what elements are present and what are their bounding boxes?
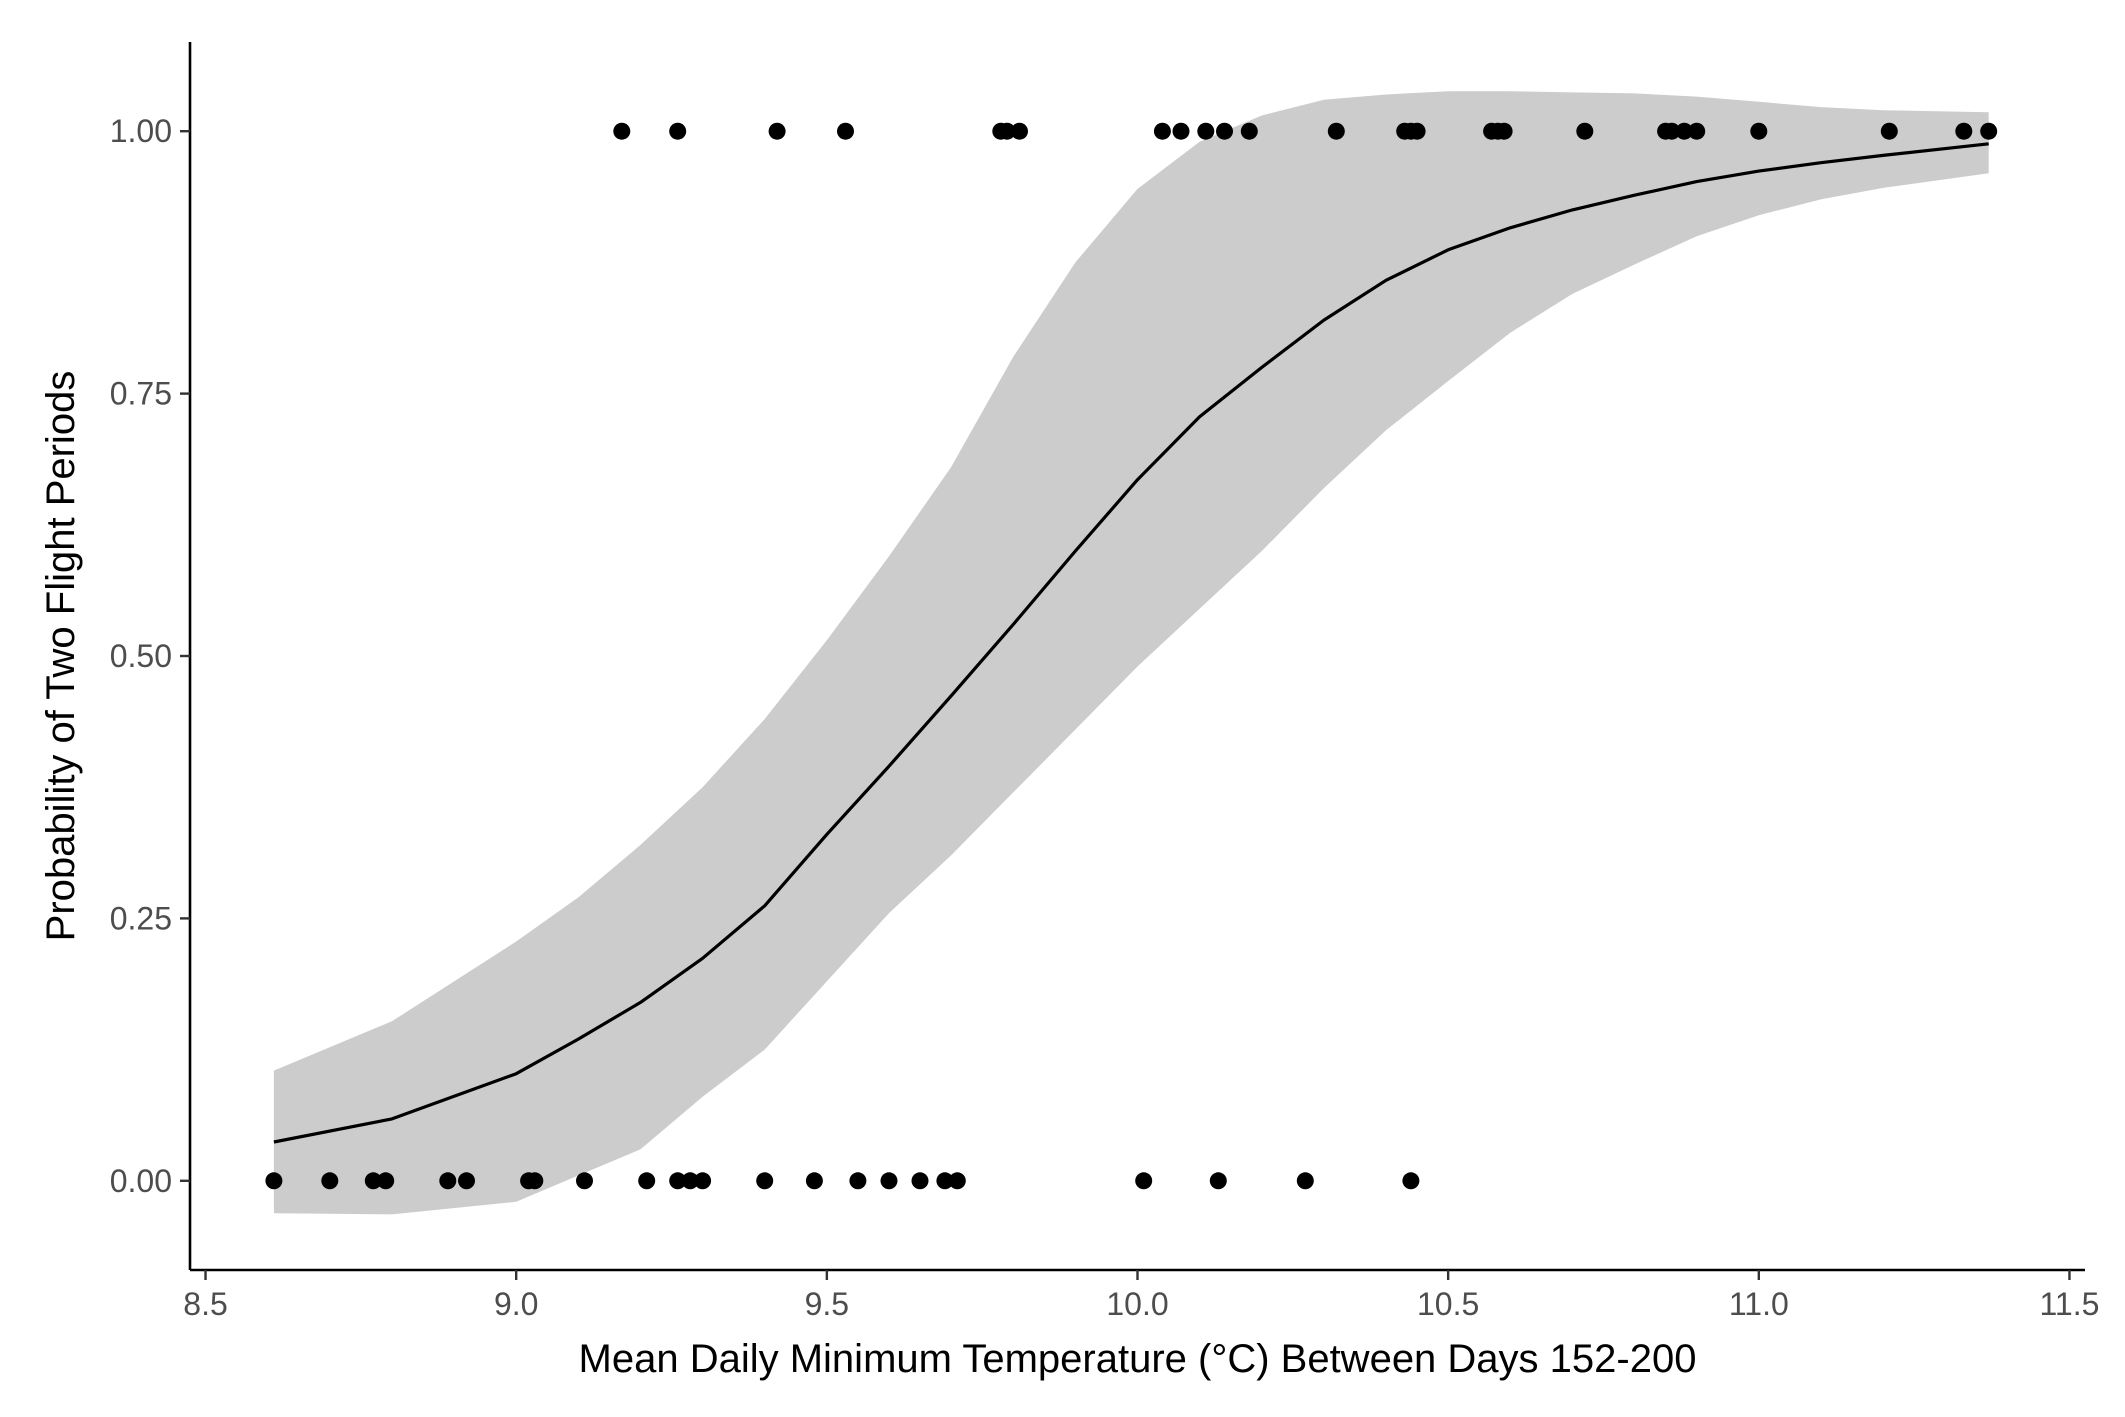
data-point [1402, 1172, 1420, 1190]
data-point [1408, 122, 1426, 140]
data-point [1495, 122, 1513, 140]
data-point [1675, 122, 1693, 140]
data-point [1576, 122, 1594, 140]
data-point [1955, 122, 1973, 140]
data-point [837, 122, 854, 140]
data-point [1197, 122, 1215, 140]
data-point [439, 1172, 457, 1190]
fitted-curve [273, 142, 1989, 1144]
data-point [948, 1172, 966, 1190]
y-tick-label: 0.00 [110, 1163, 172, 1199]
data-point [377, 1172, 395, 1190]
data-point [1209, 1172, 1227, 1190]
y-axis-title: Probability of Two Flight Periods [39, 371, 83, 942]
x-tick-label: 8.5 [183, 1286, 227, 1322]
data-point [669, 122, 687, 140]
data-point [880, 1172, 898, 1190]
fit-line-layer [273, 142, 1989, 1144]
confidence-band-layer [273, 91, 1989, 1215]
y-tick-label: 0.25 [110, 900, 172, 936]
x-tick-label: 11.0 [1729, 1286, 1789, 1322]
data-point [911, 1172, 929, 1190]
data-point [1240, 122, 1258, 140]
data-point [458, 1172, 475, 1190]
y-tick-label: 1.00 [110, 113, 172, 149]
data-point [321, 1172, 339, 1190]
data-point [1153, 122, 1171, 140]
data-point [1011, 122, 1028, 140]
data-point [265, 1172, 283, 1190]
data-point [576, 1172, 593, 1190]
data-point [1688, 122, 1706, 140]
y-tick-label: 0.75 [110, 376, 172, 412]
data-point [526, 1172, 544, 1190]
data-point [1327, 122, 1345, 140]
data-point [1172, 122, 1190, 140]
data-point [1135, 1172, 1153, 1190]
data-point [936, 1172, 954, 1190]
confidence-band [273, 91, 1989, 1215]
data-point [1750, 122, 1768, 140]
data-point [1980, 122, 1998, 140]
data-point [694, 1172, 712, 1190]
x-tick-label: 11.5 [2040, 1286, 2100, 1322]
data-point [805, 1172, 823, 1190]
data-points-layer [265, 122, 1998, 1190]
x-tick-label: 10.0 [1106, 1286, 1168, 1322]
data-point [638, 1172, 656, 1190]
x-tick-label: 9.0 [494, 1286, 538, 1322]
data-point [849, 1172, 867, 1190]
x-axis-title: Mean Daily Minimum Temperature (°C) Betw… [579, 1337, 1697, 1381]
data-point [768, 122, 786, 140]
data-point [681, 1172, 699, 1190]
x-tick-label: 9.5 [805, 1286, 849, 1322]
data-point [1663, 122, 1681, 140]
ticks-layer: 8.5 9.0 9.5 10.0 10.5 11.0 11.5 0.00 0.25 0.50 0.7… [110, 113, 2100, 1322]
x-tick-label: 10.5 [1417, 1286, 1479, 1322]
data-point [1296, 1172, 1314, 1190]
data-point [669, 1172, 687, 1190]
data-point [364, 1172, 382, 1190]
data-point [756, 1172, 774, 1190]
data-point [1880, 122, 1898, 140]
data-point [1216, 122, 1233, 140]
y-tick-label: 0.50 [110, 638, 172, 674]
data-point [998, 122, 1016, 140]
data-point [613, 122, 631, 140]
